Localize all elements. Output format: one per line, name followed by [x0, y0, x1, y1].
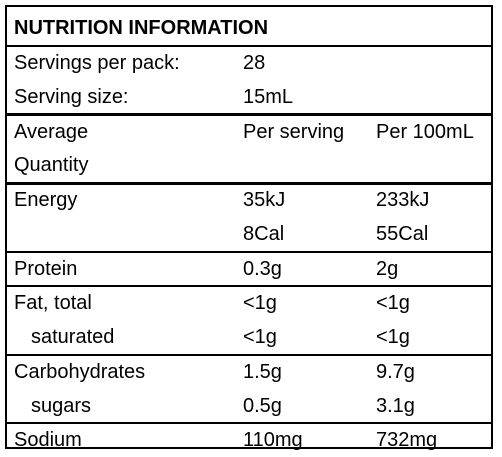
- serving-size-value: 15mL: [243, 86, 294, 108]
- header-row-1: Average Per serving Per 100mL: [7, 115, 491, 149]
- nutrient-row-saturated: saturated <1g <1g: [7, 320, 491, 354]
- servings-label: Servings per pack:: [14, 52, 180, 74]
- per-serving-value: 0.5g: [243, 395, 282, 417]
- nutrient-label: Fat, total: [14, 292, 92, 314]
- header-per-serving: Per serving: [243, 121, 345, 143]
- header-per-100ml: Per 100mL: [376, 121, 474, 143]
- title-row: NUTRITION INFORMATION: [7, 11, 491, 45]
- nutrient-label: sugars: [31, 395, 92, 417]
- header-average: Average: [14, 121, 89, 143]
- nutrient-row-protein: Protein 0.3g 2g: [7, 252, 491, 286]
- row-divider: [7, 251, 491, 253]
- per-100ml-value: <1g: [376, 292, 410, 314]
- nutrition-panel: NUTRITION INFORMATION Servings per pack:…: [5, 5, 493, 451]
- panel-title: NUTRITION INFORMATION: [14, 17, 269, 39]
- per-100ml-value: 732mg: [376, 429, 438, 451]
- nutrient-label: saturated: [31, 326, 115, 348]
- divider-header-bottom: [7, 182, 491, 185]
- serving-size-label: Serving size:: [14, 86, 129, 108]
- divider-title: [7, 45, 491, 47]
- row-divider: [7, 285, 491, 287]
- row-divider: [7, 354, 491, 356]
- per-serving-value: 8Cal: [243, 223, 285, 245]
- per-100ml-value: 233kJ: [376, 189, 430, 211]
- per-serving-value: 0.3g: [243, 258, 282, 280]
- per-100ml-value: <1g: [376, 326, 410, 348]
- nutrient-label: Carbohydrates: [14, 361, 146, 383]
- serving-size-row: Serving size: 15mL: [7, 80, 491, 114]
- per-serving-value: <1g: [243, 326, 277, 348]
- nutrient-row-fat-total: Fat, total <1g <1g: [7, 286, 491, 320]
- per-serving-value: <1g: [243, 292, 277, 314]
- divider-header-top: [7, 113, 491, 116]
- per-100ml-value: 55Cal: [376, 223, 429, 245]
- nutrient-row-carbohydrates: Carbohydrates 1.5g 9.7g: [7, 355, 491, 389]
- nutrient-row-calories: 8Cal 55Cal: [7, 217, 491, 251]
- per-100ml-value: 2g: [376, 258, 399, 280]
- nutrient-label: Protein: [14, 258, 78, 280]
- servings-value: 28: [243, 52, 266, 74]
- per-serving-value: 35kJ: [243, 189, 286, 211]
- row-divider: [7, 422, 491, 424]
- per-100ml-value: 3.1g: [376, 395, 415, 417]
- nutrient-row-energy: Energy 35kJ 233kJ: [7, 183, 491, 217]
- per-100ml-value: 9.7g: [376, 361, 415, 383]
- nutrient-label: Energy: [14, 189, 78, 211]
- per-serving-value: 1.5g: [243, 361, 282, 383]
- nutrient-label: Sodium: [14, 429, 82, 451]
- header-row-2: Quantity: [7, 148, 491, 182]
- header-quantity: Quantity: [14, 154, 89, 176]
- nutrient-row-sugars: sugars 0.5g 3.1g: [7, 389, 491, 423]
- servings-row: Servings per pack: 28: [7, 46, 491, 80]
- nutrient-row-sodium: Sodium 110mg 732mg: [7, 423, 491, 457]
- per-serving-value: 110mg: [243, 429, 303, 451]
